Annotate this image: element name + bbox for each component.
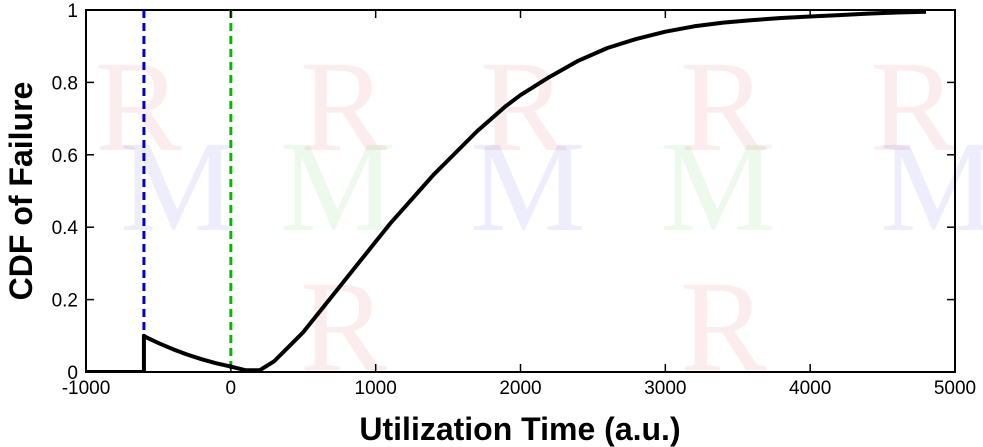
watermark-glyph: R bbox=[680, 35, 767, 179]
y-tick-label: 0.6 bbox=[52, 146, 78, 167]
y-tick-label: 0 bbox=[67, 363, 78, 384]
watermark-glyph: R bbox=[480, 35, 567, 179]
watermark-glyph: M bbox=[280, 115, 396, 259]
x-tick-label: 1000 bbox=[355, 378, 397, 399]
y-tick-label: 1 bbox=[67, 1, 78, 22]
y-axis: 0 0.2 0.4 0.6 0.8 1 bbox=[52, 1, 955, 384]
series-layer bbox=[86, 10, 927, 372]
y-tick-label: 0.2 bbox=[52, 291, 78, 312]
watermark-glyph: R bbox=[300, 35, 387, 179]
x-axis-title: Utilization Time (a.u.) bbox=[359, 411, 680, 447]
watermark-glyph: M bbox=[880, 115, 983, 259]
reference-lines bbox=[142, 10, 233, 372]
x-tick-label: 5000 bbox=[934, 378, 976, 399]
watermark-glyph: R bbox=[870, 35, 957, 179]
y-tick-label: 0.4 bbox=[52, 218, 79, 239]
y-axis-title: CDF of Failure bbox=[3, 82, 39, 301]
x-tick-label: 2000 bbox=[499, 378, 541, 399]
x-tick-label: 4000 bbox=[789, 378, 831, 399]
watermark-glyph: M bbox=[660, 115, 776, 259]
x-axis: -1000 0 1000 2000 3000 4000 5000 bbox=[62, 10, 976, 399]
x-tick-label: 0 bbox=[226, 378, 237, 399]
series-line-0 bbox=[86, 10, 927, 372]
watermark-glyph: M bbox=[120, 115, 236, 259]
y-tick-label: 0.8 bbox=[52, 73, 78, 94]
watermark-glyph: R bbox=[680, 255, 767, 399]
x-tick-label: 3000 bbox=[644, 378, 686, 399]
x-tick-label: -1000 bbox=[62, 378, 111, 399]
watermark-glyph: R bbox=[95, 35, 182, 179]
watermark-glyph: M bbox=[470, 115, 586, 259]
